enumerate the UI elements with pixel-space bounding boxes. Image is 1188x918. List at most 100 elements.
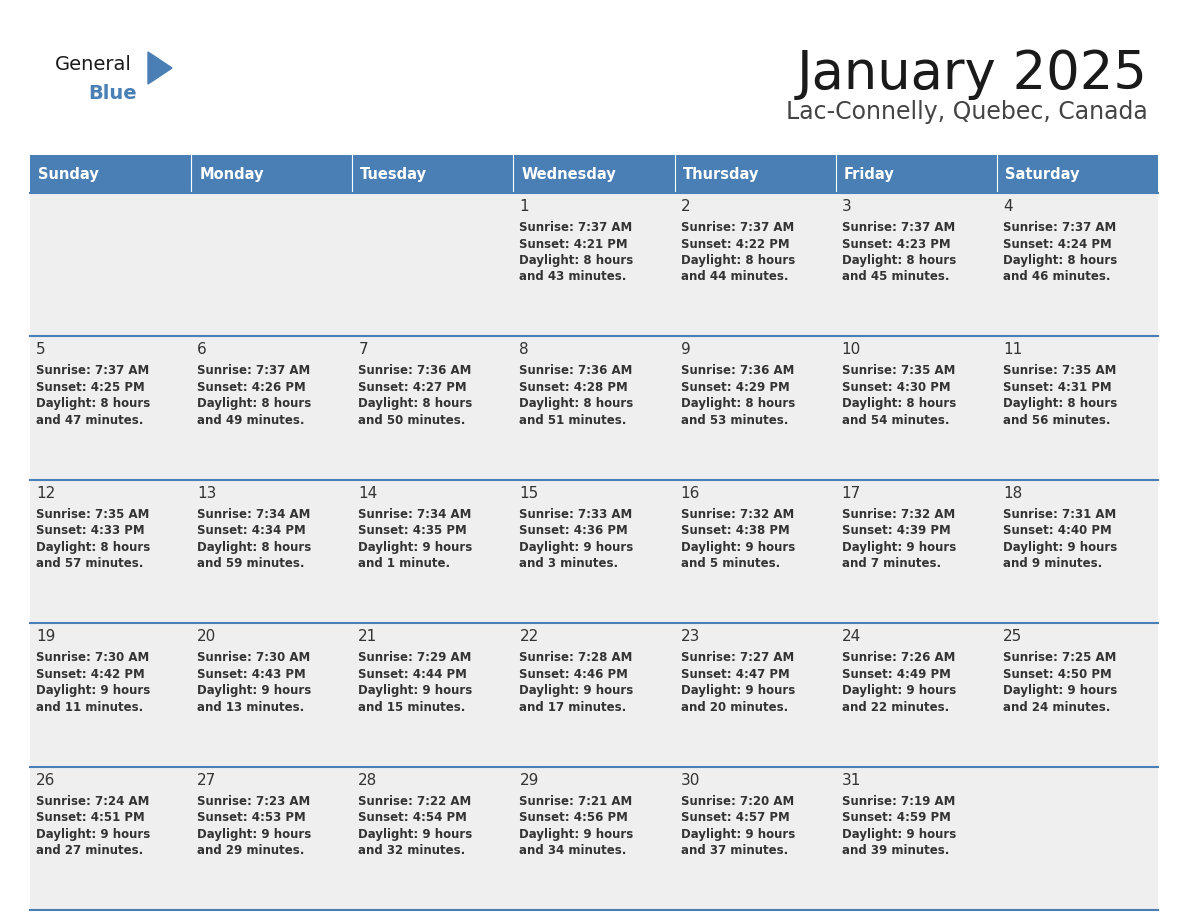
Bar	[513, 155, 675, 193]
Bar	[191, 767, 353, 910]
Bar	[191, 193, 353, 336]
Bar	[30, 193, 191, 336]
Text: 21: 21	[359, 629, 378, 644]
Text: Lac-Connelly, Quebec, Canada: Lac-Connelly, Quebec, Canada	[786, 100, 1148, 124]
Text: 31: 31	[842, 773, 861, 788]
Text: Sunrise: 7:26 AM
Sunset: 4:49 PM
Daylight: 9 hours
and 22 minutes.: Sunrise: 7:26 AM Sunset: 4:49 PM Dayligh…	[842, 651, 956, 713]
Text: 14: 14	[359, 486, 378, 501]
Bar	[30, 336, 191, 480]
Text: Sunrise: 7:32 AM
Sunset: 4:39 PM
Daylight: 9 hours
and 7 minutes.: Sunrise: 7:32 AM Sunset: 4:39 PM Dayligh…	[842, 508, 956, 570]
Text: 10: 10	[842, 342, 861, 357]
Bar	[997, 623, 1158, 767]
Text: 23: 23	[681, 629, 700, 644]
Text: Wednesday: Wednesday	[522, 166, 617, 182]
Bar	[675, 155, 835, 193]
Text: 7: 7	[359, 342, 368, 357]
Bar	[513, 767, 675, 910]
Bar	[513, 193, 675, 336]
Text: Sunrise: 7:22 AM
Sunset: 4:54 PM
Daylight: 9 hours
and 32 minutes.: Sunrise: 7:22 AM Sunset: 4:54 PM Dayligh…	[359, 795, 473, 857]
Text: General: General	[55, 55, 132, 74]
Text: Sunrise: 7:35 AM
Sunset: 4:30 PM
Daylight: 8 hours
and 54 minutes.: Sunrise: 7:35 AM Sunset: 4:30 PM Dayligh…	[842, 364, 956, 427]
Bar	[675, 193, 835, 336]
Text: Sunrise: 7:32 AM
Sunset: 4:38 PM
Daylight: 9 hours
and 5 minutes.: Sunrise: 7:32 AM Sunset: 4:38 PM Dayligh…	[681, 508, 795, 570]
Bar	[30, 480, 191, 623]
Bar	[353, 767, 513, 910]
Bar	[835, 155, 997, 193]
Text: 6: 6	[197, 342, 207, 357]
Bar	[353, 480, 513, 623]
Text: Sunrise: 7:19 AM
Sunset: 4:59 PM
Daylight: 9 hours
and 39 minutes.: Sunrise: 7:19 AM Sunset: 4:59 PM Dayligh…	[842, 795, 956, 857]
Text: 27: 27	[197, 773, 216, 788]
Text: 22: 22	[519, 629, 538, 644]
Text: Sunrise: 7:35 AM
Sunset: 4:33 PM
Daylight: 8 hours
and 57 minutes.: Sunrise: 7:35 AM Sunset: 4:33 PM Dayligh…	[36, 508, 150, 570]
Text: 26: 26	[36, 773, 56, 788]
Bar	[353, 623, 513, 767]
Text: 4: 4	[1003, 199, 1012, 214]
Text: Sunrise: 7:27 AM
Sunset: 4:47 PM
Daylight: 9 hours
and 20 minutes.: Sunrise: 7:27 AM Sunset: 4:47 PM Dayligh…	[681, 651, 795, 713]
Text: Sunrise: 7:37 AM
Sunset: 4:23 PM
Daylight: 8 hours
and 45 minutes.: Sunrise: 7:37 AM Sunset: 4:23 PM Dayligh…	[842, 221, 956, 284]
Text: Sunrise: 7:37 AM
Sunset: 4:24 PM
Daylight: 8 hours
and 46 minutes.: Sunrise: 7:37 AM Sunset: 4:24 PM Dayligh…	[1003, 221, 1117, 284]
Text: 20: 20	[197, 629, 216, 644]
Bar	[835, 767, 997, 910]
Text: 15: 15	[519, 486, 538, 501]
Bar	[513, 480, 675, 623]
Text: 30: 30	[681, 773, 700, 788]
Text: 24: 24	[842, 629, 861, 644]
Bar	[997, 767, 1158, 910]
Text: Sunday: Sunday	[38, 166, 99, 182]
Text: 25: 25	[1003, 629, 1022, 644]
Text: Sunrise: 7:31 AM
Sunset: 4:40 PM
Daylight: 9 hours
and 9 minutes.: Sunrise: 7:31 AM Sunset: 4:40 PM Dayligh…	[1003, 508, 1117, 570]
Bar	[835, 623, 997, 767]
Text: 13: 13	[197, 486, 216, 501]
Bar	[30, 155, 191, 193]
Text: Sunrise: 7:20 AM
Sunset: 4:57 PM
Daylight: 9 hours
and 37 minutes.: Sunrise: 7:20 AM Sunset: 4:57 PM Dayligh…	[681, 795, 795, 857]
Bar	[353, 193, 513, 336]
Bar	[997, 155, 1158, 193]
Bar	[353, 336, 513, 480]
Text: Sunrise: 7:30 AM
Sunset: 4:43 PM
Daylight: 9 hours
and 13 minutes.: Sunrise: 7:30 AM Sunset: 4:43 PM Dayligh…	[197, 651, 311, 713]
Bar	[835, 480, 997, 623]
Bar	[835, 193, 997, 336]
Text: Sunrise: 7:35 AM
Sunset: 4:31 PM
Daylight: 8 hours
and 56 minutes.: Sunrise: 7:35 AM Sunset: 4:31 PM Dayligh…	[1003, 364, 1117, 427]
Bar	[675, 480, 835, 623]
Bar	[675, 623, 835, 767]
Text: Sunrise: 7:36 AM
Sunset: 4:28 PM
Daylight: 8 hours
and 51 minutes.: Sunrise: 7:36 AM Sunset: 4:28 PM Dayligh…	[519, 364, 633, 427]
Text: Sunrise: 7:33 AM
Sunset: 4:36 PM
Daylight: 9 hours
and 3 minutes.: Sunrise: 7:33 AM Sunset: 4:36 PM Dayligh…	[519, 508, 633, 570]
Text: Friday: Friday	[843, 166, 895, 182]
Text: 16: 16	[681, 486, 700, 501]
Text: Monday: Monday	[200, 166, 264, 182]
Bar	[191, 155, 353, 193]
Text: 9: 9	[681, 342, 690, 357]
Bar	[513, 336, 675, 480]
Text: 12: 12	[36, 486, 56, 501]
Bar	[835, 336, 997, 480]
Text: Blue: Blue	[88, 84, 137, 103]
Text: Sunrise: 7:30 AM
Sunset: 4:42 PM
Daylight: 9 hours
and 11 minutes.: Sunrise: 7:30 AM Sunset: 4:42 PM Dayligh…	[36, 651, 150, 713]
Text: Sunrise: 7:34 AM
Sunset: 4:34 PM
Daylight: 8 hours
and 59 minutes.: Sunrise: 7:34 AM Sunset: 4:34 PM Dayligh…	[197, 508, 311, 570]
Text: 3: 3	[842, 199, 852, 214]
Text: Sunrise: 7:36 AM
Sunset: 4:29 PM
Daylight: 8 hours
and 53 minutes.: Sunrise: 7:36 AM Sunset: 4:29 PM Dayligh…	[681, 364, 795, 427]
Bar	[997, 480, 1158, 623]
Text: 8: 8	[519, 342, 529, 357]
Text: Saturday: Saturday	[1005, 166, 1080, 182]
Bar	[513, 623, 675, 767]
Text: 2: 2	[681, 199, 690, 214]
Text: 1: 1	[519, 199, 529, 214]
Text: Thursday: Thursday	[683, 166, 759, 182]
Text: Sunrise: 7:28 AM
Sunset: 4:46 PM
Daylight: 9 hours
and 17 minutes.: Sunrise: 7:28 AM Sunset: 4:46 PM Dayligh…	[519, 651, 633, 713]
Text: Sunrise: 7:29 AM
Sunset: 4:44 PM
Daylight: 9 hours
and 15 minutes.: Sunrise: 7:29 AM Sunset: 4:44 PM Dayligh…	[359, 651, 473, 713]
Polygon shape	[148, 52, 172, 84]
Text: 5: 5	[36, 342, 45, 357]
Text: Sunrise: 7:34 AM
Sunset: 4:35 PM
Daylight: 9 hours
and 1 minute.: Sunrise: 7:34 AM Sunset: 4:35 PM Dayligh…	[359, 508, 473, 570]
Bar	[353, 155, 513, 193]
Bar	[997, 336, 1158, 480]
Text: Tuesday: Tuesday	[360, 166, 428, 182]
Bar	[675, 767, 835, 910]
Text: Sunrise: 7:21 AM
Sunset: 4:56 PM
Daylight: 9 hours
and 34 minutes.: Sunrise: 7:21 AM Sunset: 4:56 PM Dayligh…	[519, 795, 633, 857]
Bar	[191, 623, 353, 767]
Text: Sunrise: 7:24 AM
Sunset: 4:51 PM
Daylight: 9 hours
and 27 minutes.: Sunrise: 7:24 AM Sunset: 4:51 PM Dayligh…	[36, 795, 150, 857]
Text: Sunrise: 7:23 AM
Sunset: 4:53 PM
Daylight: 9 hours
and 29 minutes.: Sunrise: 7:23 AM Sunset: 4:53 PM Dayligh…	[197, 795, 311, 857]
Text: 28: 28	[359, 773, 378, 788]
Text: 19: 19	[36, 629, 56, 644]
Bar	[191, 480, 353, 623]
